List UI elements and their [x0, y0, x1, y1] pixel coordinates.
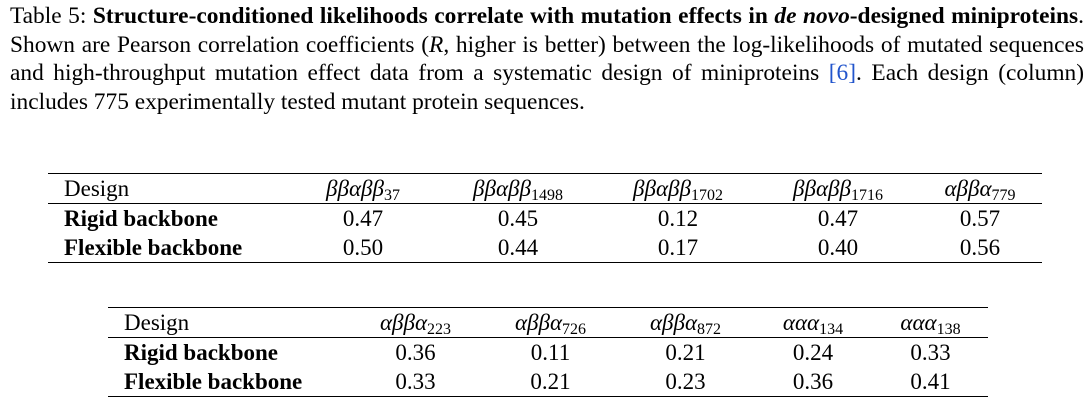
results-table-2: Design αββα223 αββα726 αββα872 ααα134 αα… — [108, 307, 988, 397]
column-header: ββαββ1498 — [438, 173, 598, 204]
r-symbol: R — [429, 31, 444, 58]
table-cell: 0.50 — [288, 233, 438, 263]
table-cell: 0.11 — [530, 340, 571, 365]
column-header: αββα726 — [483, 307, 618, 338]
caption-prefix: Table 5: — [10, 3, 93, 29]
column-header: ββαββ37 — [288, 173, 438, 204]
table-header-row: Design αββα223 αββα726 αββα872 ααα134 αα… — [108, 307, 988, 338]
table-header-row: Design ββαββ37 ββαββ1498 ββαββ1702 ββαββ… — [48, 173, 1042, 204]
column-header: αββα779 — [918, 173, 1042, 204]
table-cell: 0.33 — [348, 367, 483, 397]
table-cell: 0.56 — [918, 233, 1042, 263]
column-header: αββα872 — [618, 307, 753, 338]
table-cell: 0.45 — [497, 206, 539, 231]
row-label: Rigid backbone — [64, 206, 219, 231]
table-cell: 0.21 — [483, 367, 618, 397]
row-label: Flexible backbone — [108, 367, 348, 397]
table-row: Rigid backbone 0.47 0.45 0.12 0.47 0.57 — [48, 204, 1042, 234]
table-cell: 0.47 — [342, 206, 384, 231]
table-cell: 0.21 — [665, 340, 706, 365]
column-header: ααα138 — [873, 307, 988, 338]
table-row: Rigid backbone 0.36 0.11 0.21 0.24 0.33 — [108, 338, 988, 368]
table-cell: 0.41 — [873, 367, 988, 397]
caption-text: . Shown are Pearson correlation coeffici… — [10, 3, 1084, 58]
table-cell: 0.44 — [438, 233, 598, 263]
table-cell: 0.40 — [758, 233, 918, 263]
table-cell: 0.23 — [618, 367, 753, 397]
header-label: Design — [48, 173, 288, 204]
table-caption: Table 5: Structure-conditioned likelihoo… — [10, 3, 1084, 115]
results-table-1: Design ββαββ37 ββαββ1498 ββαββ1702 ββαββ… — [48, 173, 1042, 263]
row-label: Flexible backbone — [48, 233, 288, 263]
table-cell: 0.36 — [395, 340, 436, 365]
table-cell: 0.24 — [792, 340, 834, 365]
caption-title: Structure-conditioned likelihoods correl… — [92, 3, 1079, 29]
row-label: Rigid backbone — [124, 340, 279, 365]
table-cell: 0.57 — [959, 206, 1001, 231]
table-cell: 0.12 — [657, 206, 699, 231]
column-header: ββαββ1716 — [758, 173, 918, 204]
header-label: Design — [108, 307, 348, 338]
table-cell: 0.36 — [753, 367, 873, 397]
column-header: ααα134 — [753, 307, 873, 338]
table-cell: 0.17 — [598, 233, 758, 263]
table-cell: 0.33 — [910, 340, 951, 365]
column-header: αββα223 — [348, 307, 483, 338]
table-row: Flexible backbone 0.33 0.21 0.23 0.36 0.… — [108, 367, 988, 397]
table-row: Flexible backbone 0.50 0.44 0.17 0.40 0.… — [48, 233, 1042, 263]
column-header: ββαββ1702 — [598, 173, 758, 204]
citation-link[interactable]: [6] — [828, 60, 857, 87]
table-cell: 0.47 — [817, 206, 859, 231]
